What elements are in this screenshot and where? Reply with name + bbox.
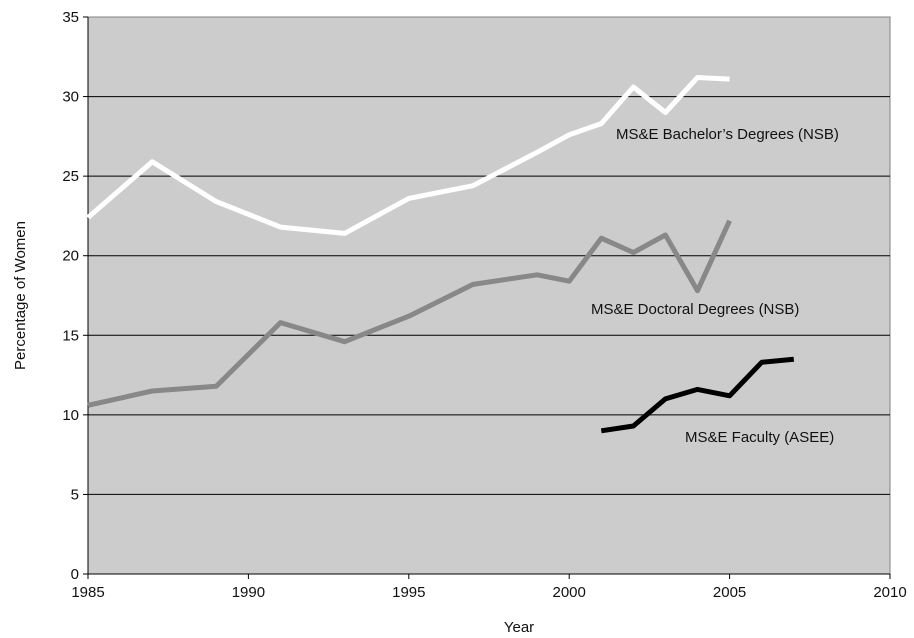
x-tick-label: 1985 (71, 584, 104, 601)
y-tick-label: 35 (62, 9, 79, 26)
y-tick-label: 30 (62, 89, 79, 106)
series-labels: MS&E Bachelor’s Degrees (NSB) MS&E Doctor… (591, 126, 839, 446)
x-tick-label: 2005 (713, 584, 746, 601)
series-label-bachelors: MS&E Bachelor’s Degrees (NSB) (616, 126, 839, 143)
y-tick-label: 20 (62, 248, 79, 265)
y-tick-label: 0 (71, 566, 79, 583)
x-tick-label: 1990 (232, 584, 265, 601)
y-axis-title: Percentage of Women (12, 221, 29, 370)
series-line-faculty (600, 356, 795, 434)
x-tick-label: 2000 (553, 584, 586, 601)
x-tick-label: 1995 (392, 584, 425, 601)
series-label-faculty: MS&E Faculty (ASEE) (685, 429, 834, 446)
axes (87, 17, 890, 575)
series-line-doctoral (87, 219, 732, 408)
series-label-doctoral: MS&E Doctoral Degrees (NSB) (591, 301, 799, 318)
y-tick-label: 5 (71, 486, 79, 503)
x-tick-label: 2010 (873, 584, 906, 601)
plot-area (87, 16, 891, 575)
x-axis-title: Year (504, 619, 534, 636)
tick-labels: 0 5 10 15 20 25 30 35 1985 1990 1995 2000 2005 2010 (62, 9, 906, 601)
y-tick-label: 10 (62, 407, 79, 424)
series-lines (86, 75, 795, 434)
series-line-bachelors (86, 75, 730, 236)
y-tick-label: 25 (62, 168, 79, 185)
y-tick-label: 15 (62, 327, 79, 344)
